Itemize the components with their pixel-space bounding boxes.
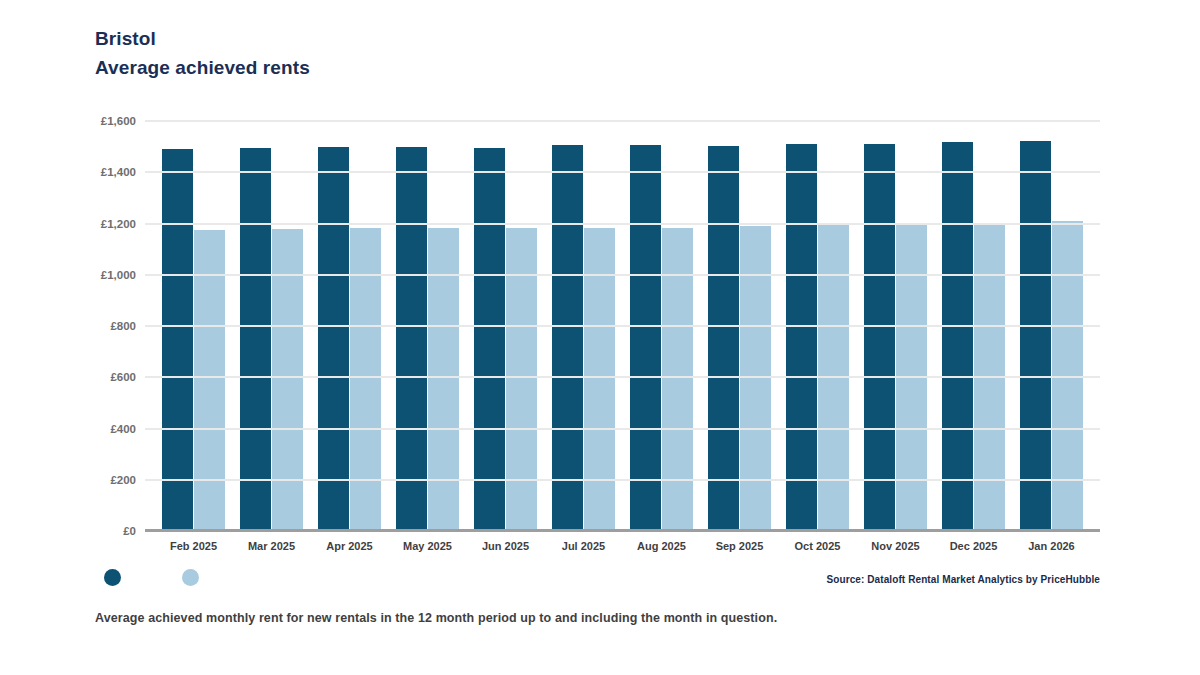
x-tick-label: Feb 2025 xyxy=(162,540,225,552)
bar-group xyxy=(786,144,849,531)
y-tick-label: £200 xyxy=(110,474,136,486)
bar-group xyxy=(396,147,459,531)
x-tick-label: Dec 2025 xyxy=(942,540,1005,552)
bar-group xyxy=(162,149,225,531)
x-axis: Feb 2025 Mar 2025 Apr 2025 May 2025 Jun 2025… xyxy=(145,540,1100,552)
x-tick-label: Aug 2025 xyxy=(630,540,693,552)
gridline xyxy=(145,325,1100,327)
bar-group xyxy=(240,148,303,531)
page-title: Bristol xyxy=(95,24,310,53)
x-tick-label: Sep 2025 xyxy=(708,540,771,552)
x-tick-label: Mar 2025 xyxy=(240,540,303,552)
page-subtitle: Average achieved rents xyxy=(95,53,310,82)
chart-canvas: Bristol Average achieved rents £1,600 £1,… xyxy=(0,0,1200,675)
y-axis: £1,600£1,400£1,200£1,000£800£600£400£200… xyxy=(95,121,145,531)
x-tick-label: Nov 2025 xyxy=(864,540,927,552)
bar-series-dark-blue xyxy=(864,144,895,531)
bar-group xyxy=(942,142,1005,531)
footnote: Average achieved monthly rent for new re… xyxy=(95,611,855,625)
chart-plot-row: £1,600£1,400£1,200£1,000£800£600£400£200… xyxy=(95,121,1100,531)
bar-series-dark-blue xyxy=(786,144,817,531)
bar-series-dark-blue xyxy=(1020,141,1051,531)
bar-chart: £1,600£1,400£1,200£1,000£800£600£400£200… xyxy=(95,121,1100,552)
bar-series-dark-blue xyxy=(162,149,193,531)
gridline xyxy=(145,428,1100,430)
y-tick-label: £800 xyxy=(110,320,136,332)
bar-series-dark-blue xyxy=(552,145,583,531)
x-tick-label: Oct 2025 xyxy=(786,540,849,552)
plot-area xyxy=(145,121,1100,531)
x-tick-label: Jan 2026 xyxy=(1020,540,1083,552)
x-tick-label: Jul 2025 xyxy=(552,540,615,552)
gridline xyxy=(145,376,1100,378)
x-tick-label: Apr 2025 xyxy=(318,540,381,552)
chart-header: Bristol Average achieved rents xyxy=(95,24,310,82)
y-tick-label: £0 xyxy=(123,525,136,537)
legend-swatch-dark-blue xyxy=(104,569,121,586)
gridline xyxy=(145,479,1100,481)
bar-group xyxy=(864,144,927,531)
bar-group xyxy=(474,148,537,531)
gridline xyxy=(145,223,1100,225)
bar-group xyxy=(318,147,381,531)
bar-series-light-blue xyxy=(740,226,771,531)
bar-series-dark-blue xyxy=(630,145,661,531)
y-tick-label: £1,000 xyxy=(101,269,136,281)
y-tick-label: £400 xyxy=(110,423,136,435)
bar-series-dark-blue xyxy=(708,146,739,531)
bar-group xyxy=(552,145,615,531)
x-tick-label: May 2025 xyxy=(396,540,459,552)
bar-series-dark-blue xyxy=(318,147,349,531)
gridline xyxy=(145,120,1100,122)
y-tick-label: £1,600 xyxy=(101,115,136,127)
bar-group xyxy=(708,146,771,531)
y-tick-label: £600 xyxy=(110,371,136,383)
x-tick-label: Jun 2025 xyxy=(474,540,537,552)
source-attribution: Source: Dataloft Rental Market Analytics… xyxy=(826,574,1100,585)
legend-swatch-light-blue xyxy=(182,569,199,586)
bar-group xyxy=(630,145,693,531)
bar-series-dark-blue xyxy=(942,142,973,531)
gridline xyxy=(145,171,1100,173)
gridline xyxy=(145,274,1100,276)
legend xyxy=(104,569,199,586)
y-tick-label: £1,200 xyxy=(101,218,136,230)
y-tick-label: £1,400 xyxy=(101,166,136,178)
bar-group xyxy=(1020,141,1083,531)
bar-series-dark-blue xyxy=(396,147,427,531)
bar-series-dark-blue xyxy=(474,148,505,531)
bar-series-dark-blue xyxy=(240,148,271,531)
x-axis-line xyxy=(145,529,1100,532)
